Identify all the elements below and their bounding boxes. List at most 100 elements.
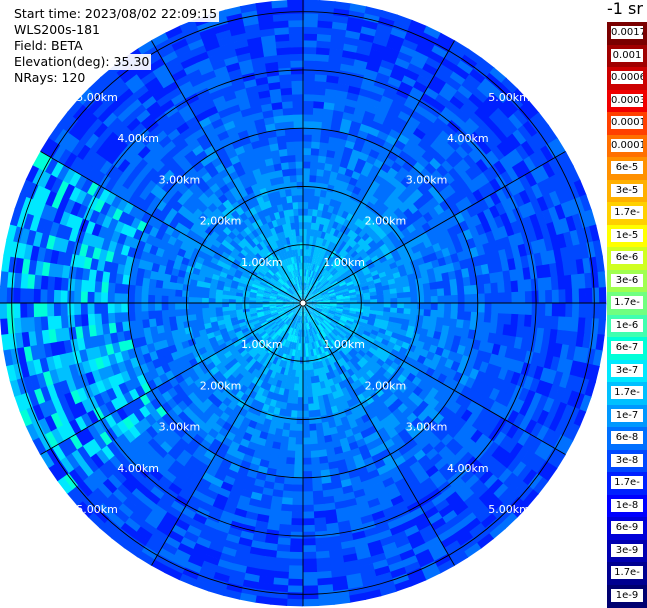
heatmap-cell <box>302 592 319 600</box>
heatmap-cell <box>303 155 311 162</box>
heatmap-cell <box>313 114 324 122</box>
heatmap-cell <box>411 297 418 304</box>
heatmap-cell <box>545 303 553 317</box>
heatmap-cell <box>311 148 320 156</box>
heatmap-cell <box>431 296 438 304</box>
heatmap-cell <box>286 599 303 607</box>
heatmap-cell <box>430 289 438 297</box>
heatmap-cell <box>430 310 438 318</box>
heatmap-cell <box>182 309 190 316</box>
heatmap-cell <box>107 302 114 313</box>
heatmap-cell <box>310 450 319 458</box>
heatmap-cell <box>302 491 313 498</box>
heatmap-cell <box>285 464 295 472</box>
heatmap-cell <box>303 121 313 128</box>
heatmap-cell <box>286 450 295 458</box>
heatmap-cell <box>134 294 141 304</box>
heatmap-cell <box>168 295 175 303</box>
heatmap-cell <box>397 303 404 309</box>
heatmap-cell <box>287 579 303 587</box>
heatmap-cell <box>195 303 202 309</box>
heatmap-cell <box>572 303 580 319</box>
heatmap-cell <box>289 424 297 432</box>
heatmap-cell <box>121 312 129 323</box>
heatmap-cell <box>295 438 303 445</box>
heatmap-cell <box>310 161 318 169</box>
heatmap-cell <box>370 295 377 300</box>
heatmap-cell <box>312 491 323 499</box>
heatmap-cell <box>315 423 323 431</box>
heatmap-cell <box>282 490 293 498</box>
heatmap-cell <box>295 431 303 438</box>
heatmap-cell <box>155 295 162 303</box>
heatmap-cell <box>27 287 35 303</box>
heatmap-cell <box>497 313 505 325</box>
heatmap-cell <box>297 397 303 404</box>
heatmap-cell <box>148 302 155 311</box>
heatmap-cell <box>94 313 102 325</box>
heatmap-cell <box>195 297 202 303</box>
heatmap-cell <box>303 101 314 108</box>
heatmap-cell <box>101 281 109 293</box>
heatmap-cell <box>464 312 472 322</box>
heatmap-cell <box>313 108 324 116</box>
heatmap-cell <box>188 303 195 310</box>
heatmap-cell <box>299 364 303 371</box>
heatmap-cell <box>303 87 315 95</box>
heatmap-cell <box>202 308 210 314</box>
heatmap-cell <box>287 585 303 593</box>
heatmap-cell <box>302 538 316 546</box>
heatmap-cell <box>0 286 7 303</box>
heatmap-cell <box>572 289 580 305</box>
heatmap-cell <box>114 312 122 323</box>
heatmap-cell <box>302 585 318 593</box>
heatmap-cell <box>377 303 384 308</box>
heatmap-cell <box>188 297 195 304</box>
heatmap-cell <box>135 311 143 321</box>
heatmap-cell <box>314 94 326 102</box>
heatmap-cell <box>101 312 109 324</box>
heatmap-cell <box>579 288 587 304</box>
heatmap-cell <box>390 303 397 308</box>
heatmap-cell <box>168 309 176 317</box>
heatmap-cell <box>33 302 41 317</box>
heatmap-cell <box>215 307 222 312</box>
heatmap-cell <box>302 505 314 512</box>
heatmap-cell <box>464 285 472 295</box>
heatmap-cell <box>74 290 82 303</box>
heatmap-cell <box>107 292 115 303</box>
heatmap-cell <box>114 292 121 303</box>
heatmap-cell <box>303 47 317 55</box>
heatmap-cell <box>302 511 314 519</box>
heatmap-cell <box>175 296 182 303</box>
heatmap-cell <box>302 444 310 451</box>
heatmap-cell <box>505 303 512 315</box>
heatmap-cell <box>288 565 303 573</box>
heatmap-cell <box>302 599 319 607</box>
heatmap-cell <box>303 80 316 88</box>
heatmap-cell <box>377 295 384 300</box>
heatmap-cell <box>457 286 465 295</box>
heatmap-cell <box>283 484 294 492</box>
heatmap-cell <box>287 444 296 452</box>
heatmap-cell <box>525 303 533 316</box>
heatmap-cell <box>309 175 317 183</box>
heatmap-cell <box>478 294 485 304</box>
heatmap-cell <box>285 457 295 465</box>
heatmap-cell <box>397 292 405 298</box>
heatmap-cell <box>295 444 303 451</box>
heatmap-cell <box>302 572 318 580</box>
heatmap-cell <box>307 390 313 398</box>
heatmap-cell <box>215 298 222 303</box>
heatmap-cell <box>303 6 320 14</box>
heatmap-cell <box>298 390 303 397</box>
heatmap-cell <box>303 0 320 7</box>
heatmap-cell <box>437 288 445 296</box>
heatmap-cell <box>80 291 88 304</box>
heatmap-cell <box>303 222 308 229</box>
heatmap-cell <box>195 308 203 314</box>
heatmap-cell <box>94 302 101 314</box>
heatmap-cell <box>47 289 55 303</box>
heatmap-cell <box>290 525 303 533</box>
heatmap-cell <box>303 67 316 75</box>
